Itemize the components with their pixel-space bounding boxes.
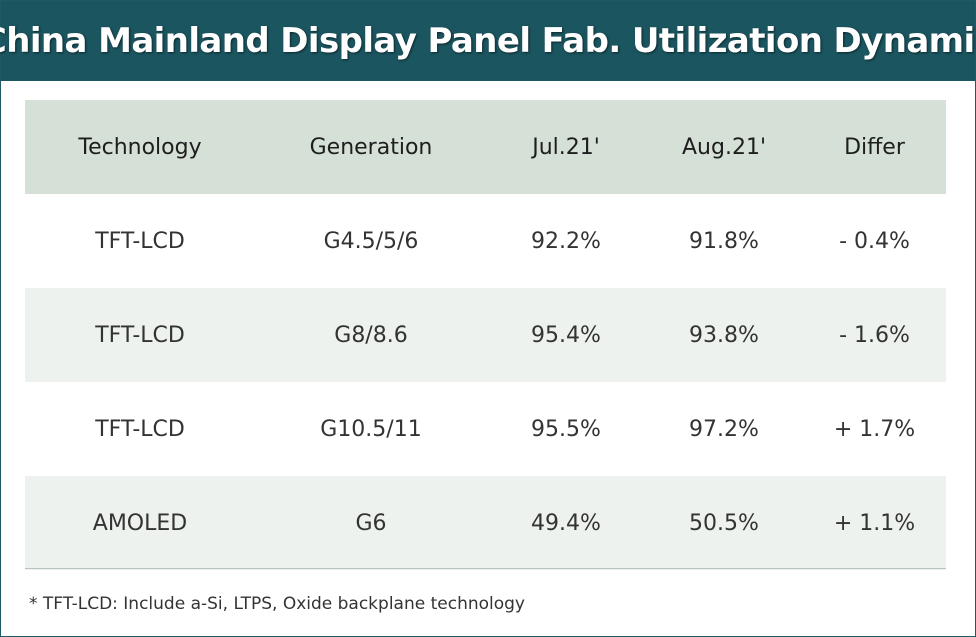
cell-differ: - 0.4% bbox=[839, 228, 910, 254]
cell-generation: G6 bbox=[355, 510, 387, 536]
cell-differ: + 1.1% bbox=[833, 510, 916, 536]
header-technology: Technology bbox=[78, 134, 202, 160]
header-generation: Generation bbox=[309, 134, 433, 160]
table-row: TFT-LCD G8/8.6 95.4% 93.8% - 1.6% bbox=[25, 288, 946, 382]
utilization-table: Technology Generation Jul.21' Aug.21' Di… bbox=[25, 100, 946, 570]
cell-generation: G4.5/5/6 bbox=[323, 228, 419, 254]
page-title: China Mainland Display Panel Fab. Utiliz… bbox=[0, 21, 976, 61]
cell-jul21: 49.4% bbox=[531, 510, 601, 536]
table-bottom-divider bbox=[25, 568, 946, 569]
cell-jul21: 92.2% bbox=[531, 228, 601, 254]
cell-technology: TFT-LCD bbox=[95, 322, 185, 348]
cell-technology: TFT-LCD bbox=[95, 416, 185, 442]
cell-aug21: 50.5% bbox=[689, 510, 759, 536]
header-jul21: Jul.21' bbox=[532, 134, 600, 160]
cell-jul21: 95.4% bbox=[531, 322, 601, 348]
cell-technology: AMOLED bbox=[92, 510, 188, 536]
table-header-row: Technology Generation Jul.21' Aug.21' Di… bbox=[25, 100, 946, 194]
table-row: AMOLED G6 49.4% 50.5% + 1.1% bbox=[25, 476, 946, 570]
cell-aug21: 91.8% bbox=[689, 228, 759, 254]
cell-aug21: 97.2% bbox=[689, 416, 759, 442]
header-aug21: Aug.21' bbox=[682, 134, 766, 160]
cell-differ: - 1.6% bbox=[839, 322, 910, 348]
header-differ: Differ bbox=[844, 134, 905, 160]
title-bar: China Mainland Display Panel Fab. Utiliz… bbox=[0, 1, 976, 81]
table-row: TFT-LCD G4.5/5/6 92.2% 91.8% - 0.4% bbox=[25, 194, 946, 288]
cell-differ: + 1.7% bbox=[833, 416, 916, 442]
footnote: * TFT-LCD: Include a-Si, LTPS, Oxide bac… bbox=[29, 594, 525, 614]
table-row: TFT-LCD G10.5/11 95.5% 97.2% + 1.7% bbox=[25, 382, 946, 476]
cell-generation: G8/8.6 bbox=[334, 322, 408, 348]
cell-technology: TFT-LCD bbox=[95, 228, 185, 254]
cell-jul21: 95.5% bbox=[531, 416, 601, 442]
cell-generation: G10.5/11 bbox=[320, 416, 422, 442]
cell-aug21: 93.8% bbox=[689, 322, 759, 348]
